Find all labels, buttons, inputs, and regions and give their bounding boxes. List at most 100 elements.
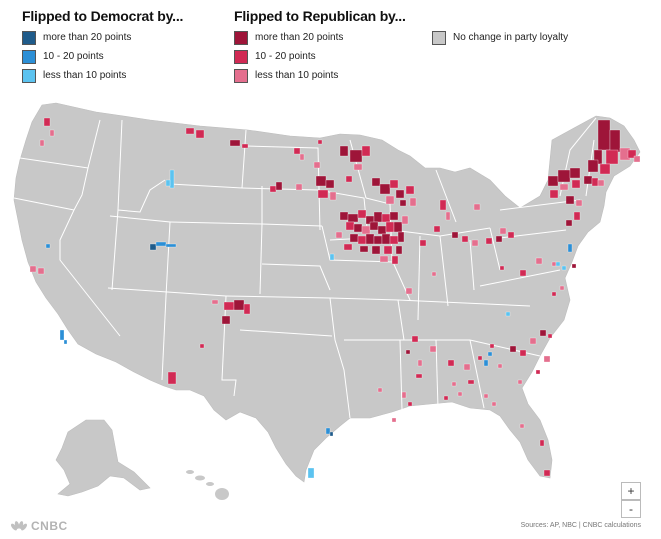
rep-county-patch [583, 175, 593, 185]
rep-county-patch [399, 199, 407, 207]
rep-county-patch [329, 191, 337, 201]
rep-county-patch [349, 149, 363, 163]
border-line [239, 329, 333, 337]
rep-county-patch [361, 225, 371, 235]
dem-county-patch [555, 261, 561, 267]
rep-county-patch [461, 235, 469, 243]
legend-label: 10 - 20 points [43, 51, 104, 62]
rep-county-patch [243, 303, 251, 315]
rep-county-patch [519, 423, 525, 429]
rep-county-patch [535, 257, 543, 265]
zoom-in-button[interactable]: + [621, 482, 641, 500]
rep-county-patch [389, 179, 399, 189]
dem-county-patch [169, 169, 175, 189]
source-note: Sources: AP, NBC | CNBC calculations [520, 522, 641, 529]
rep-county-patch [509, 345, 517, 353]
border-line [469, 339, 541, 357]
rep-county-patch [325, 179, 335, 189]
rep-county-patch [587, 159, 599, 173]
hawaii-island [206, 482, 214, 486]
rep-county-patch [275, 181, 283, 191]
rep-county-patch [397, 231, 405, 243]
border-line [469, 239, 475, 291]
rep-county-patch [385, 195, 395, 205]
rep-county-patch [451, 381, 457, 387]
us-mainland-shape [13, 102, 641, 483]
legend-swatch [234, 30, 248, 45]
rep-county-patch [417, 359, 423, 367]
rep-county-patch [473, 203, 481, 211]
dem-county-patch [307, 467, 315, 479]
rep-county-patch [565, 219, 573, 227]
dem-county-patch [561, 265, 567, 271]
dem-flipped-counties [45, 169, 573, 479]
legend-item: more than 20 points [234, 28, 406, 47]
rep-county-patch [299, 153, 305, 161]
rep-county-patch [361, 145, 371, 157]
rep-county-patch [497, 363, 503, 369]
rep-county-patch [431, 271, 437, 277]
rep-county-patch [557, 169, 571, 183]
border-line [479, 269, 561, 287]
rep-county-patch [377, 225, 387, 235]
peacock-icon [11, 521, 27, 531]
rep-county-patch [605, 149, 619, 165]
rep-county-patch [433, 225, 441, 233]
rep-county-patch [627, 149, 637, 159]
legend-label: 10 - 20 points [255, 51, 316, 62]
rep-county-patch [371, 245, 381, 255]
dem-county-patch [63, 339, 68, 345]
border-line [259, 223, 263, 295]
rep-county-patch [221, 315, 231, 325]
rep-county-patch [407, 401, 413, 407]
dem-county-patch [487, 351, 493, 357]
rep-county-patch [519, 349, 527, 357]
rep-county-patch [233, 299, 245, 311]
rep-county-patch [379, 255, 389, 263]
rep-county-patch [293, 147, 301, 155]
rep-county-patch [167, 371, 177, 385]
rep-county-patch [495, 235, 503, 243]
rep-county-patch [369, 221, 379, 231]
legend-item: more than 20 points [22, 28, 183, 47]
rep-county-patch [29, 265, 37, 273]
rep-flipped-counties [29, 117, 641, 477]
rep-county-patch [445, 211, 451, 221]
hawaii-island [195, 475, 205, 481]
rep-county-patch [463, 363, 471, 371]
rep-county-patch [391, 255, 399, 265]
rep-county-patch [49, 129, 55, 137]
dem-county-patch [567, 243, 573, 253]
rep-county-patch [409, 197, 417, 207]
rep-county-patch [633, 155, 641, 163]
legend-nochange: No change in party loyalty [432, 28, 568, 47]
rep-county-patch [185, 127, 195, 135]
rep-county-patch [359, 245, 369, 253]
rep-county-patch [317, 189, 329, 199]
legend-item: 10 - 20 points [234, 47, 406, 66]
legend-item: No change in party loyalty [432, 28, 568, 47]
rep-county-patch [241, 143, 249, 149]
logo-text: CNBC [31, 519, 68, 533]
zoom-out-button[interactable]: - [621, 500, 641, 518]
rep-county-patch [381, 233, 391, 245]
rep-county-patch [499, 227, 507, 235]
rep-county-patch [353, 223, 363, 233]
rep-county-patch [411, 335, 419, 343]
border-line [399, 339, 403, 411]
rep-county-patch [571, 263, 577, 269]
rep-county-patch [547, 333, 553, 339]
rep-county-patch [551, 291, 557, 297]
border-line [397, 299, 531, 307]
rep-county-patch [313, 161, 321, 169]
border-line [59, 167, 121, 337]
rep-county-patch [447, 359, 455, 367]
border-line [117, 119, 166, 213]
rep-county-patch [405, 185, 415, 195]
rep-county-patch [383, 245, 393, 255]
rep-county-patch [199, 343, 205, 349]
legend-item: less than 10 points [22, 66, 183, 85]
rep-county-patch [499, 265, 505, 271]
rep-county-patch [489, 343, 495, 349]
border-line [329, 297, 351, 419]
